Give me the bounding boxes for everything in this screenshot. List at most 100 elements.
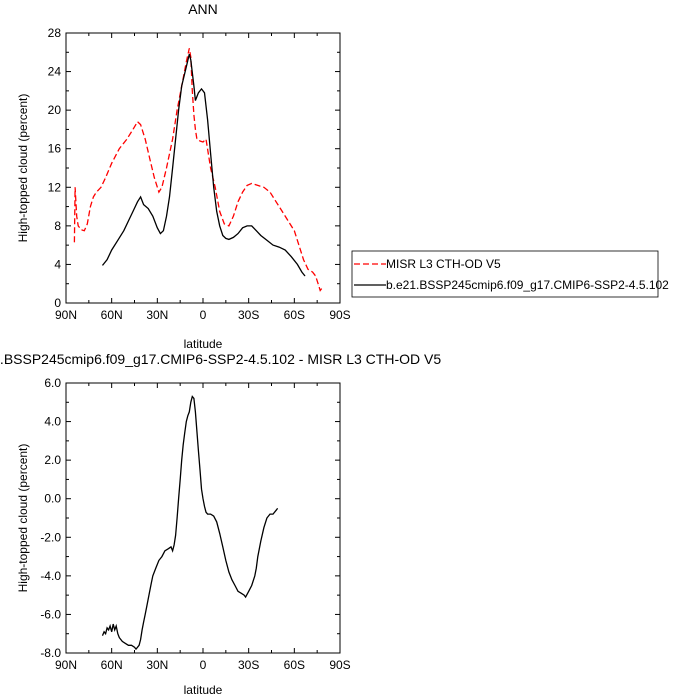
data-point [185,66,187,68]
data-point [114,629,116,631]
data-point [178,498,180,500]
y-tick-label: 16 [48,142,62,156]
y-tick-label: -4.0 [40,569,61,583]
data-point [315,275,316,277]
x-tick-label: 90N [55,658,77,672]
data-point [201,88,202,90]
data-point [155,567,157,569]
data-point [193,114,195,116]
data-point [190,401,192,403]
data-point [297,264,298,265]
data-point [198,92,199,94]
data-point [188,53,190,55]
data-point [318,285,320,286]
tick-layer: 90N 60N 30N 0 30S 60S 90S 0 4 8 12 16 20 24 28 [48,26,351,322]
data-point [321,288,323,289]
data-point [260,235,262,236]
data-point [284,249,286,251]
data-point [275,201,277,203]
data-point [198,450,199,451]
data-point [193,398,195,399]
data-point [161,556,163,557]
data-point [237,233,239,235]
data-point [287,220,289,222]
series-line-1 [73,48,323,292]
data-point [111,162,113,164]
data-point [166,167,167,169]
data-point [304,275,306,277]
data-point [237,590,239,592]
data-point [277,508,278,509]
data-point [90,206,91,208]
data-point [266,239,268,241]
data-point [195,100,196,101]
data-point [248,590,250,592]
data-point [172,138,174,140]
x-tick-label: 60S [284,308,305,322]
data-point [106,627,108,629]
data-point [205,511,207,513]
data-point [112,623,114,625]
x-tick-label: 30S [238,308,259,322]
legend: MISR L3 CTH-OD V5 b.e21.BSSP245cmip6.f09… [351,250,669,298]
plot-frame [65,382,341,654]
data-point [150,583,152,584]
data-point [163,230,164,232]
data-point [290,256,292,258]
data-point [219,533,221,534]
data-point [214,186,216,188]
data-point [109,625,111,627]
data-point [105,633,106,635]
data-point [187,415,189,417]
data-point [269,513,271,515]
data-point [127,644,129,646]
data-point [191,90,193,92]
data-point [243,594,245,596]
x-tick-label: 0 [200,658,207,672]
data-point [190,59,192,61]
data-point [219,211,221,212]
data-point [196,138,198,140]
data-point [185,421,187,422]
chart-title: b.e21.BSSP245cmip6.f09_g17.CMIP6-SSP2-4.… [0,351,441,367]
data-point [100,186,102,188]
y-tick-label: 0.0 [44,492,61,506]
series-layer [73,48,323,292]
data-point [263,527,265,528]
data-point [202,141,204,143]
legend-box [351,250,659,298]
y-tick-label: 24 [48,65,62,79]
axes-frame [65,32,341,304]
data-point [191,396,193,397]
data-point [181,459,183,461]
top-line-chart: ANN 90N 60N 30N 0 30S 60S 90S 0 4 8 12 16 20 24 28 lat… [16,1,669,351]
data-point [201,488,202,490]
data-point [132,129,134,130]
data-point [74,186,76,188]
data-point [126,138,128,140]
data-point [199,140,201,142]
data-point [147,208,149,209]
data-point [121,641,123,642]
data-point [170,546,172,548]
plot-frame [65,32,341,304]
data-point [225,560,227,561]
data-point [106,259,108,260]
data-point [251,183,253,184]
data-point [210,513,212,515]
x-tick-label: 90S [329,308,350,322]
data-point [263,186,265,188]
data-point [195,411,196,413]
data-point [80,229,82,231]
data-point [158,560,160,561]
data-point [118,148,120,150]
data-point [185,61,187,63]
data-point [240,592,242,594]
data-point [179,479,181,480]
data-point [188,48,190,49]
data-point [251,225,253,227]
data-point [242,191,244,193]
y-tick-label: 8 [54,219,61,233]
data-point [254,575,256,577]
data-point [225,238,227,239]
